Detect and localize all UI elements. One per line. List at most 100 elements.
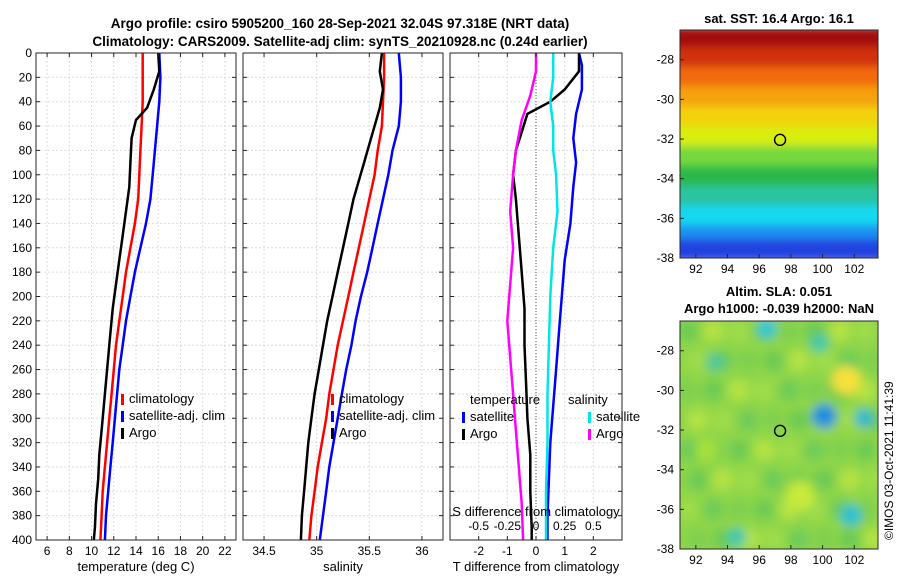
sla-patch — [854, 321, 877, 342]
y-tick-label: 320 — [12, 436, 32, 450]
y-tick-label: 60 — [19, 119, 33, 133]
y-tick-label: 340 — [12, 460, 32, 474]
sla-patch — [711, 528, 734, 549]
x-tick-label: 12 — [107, 544, 121, 558]
y-tick-label: 80 — [19, 143, 33, 157]
y-tick-label: 200 — [12, 290, 32, 304]
x-tick-label: 6 — [44, 544, 51, 558]
sla-patch — [702, 379, 725, 402]
sla-patch — [737, 349, 760, 372]
sla-patch — [854, 438, 877, 461]
sla-patch — [778, 321, 801, 342]
legend-label: climatology — [129, 391, 195, 406]
sla-patch — [737, 409, 760, 432]
map-title: sat. SST: 16.4 Argo: 16.1 — [704, 11, 854, 26]
sla-patch — [813, 349, 836, 372]
map-field — [680, 30, 878, 258]
map-title: Altim. SLA: 0.051 — [726, 284, 832, 299]
x-tick-label: 36 — [415, 544, 429, 558]
title-line1: Argo profile: csiro 5905200_160 28-Sep-2… — [111, 16, 569, 31]
x-axis-label: temperature (deg C) — [77, 559, 194, 574]
y-tick-label: -30 — [657, 92, 675, 106]
series-line-argo — [92, 52, 161, 541]
legend-label: satellite — [470, 409, 514, 424]
series-line-argo — [299, 52, 385, 541]
x-tick-label: 92 — [689, 262, 703, 276]
y-tick-label: 240 — [12, 338, 32, 352]
map-image — [680, 321, 878, 549]
map-frame — [679, 320, 879, 550]
y-tick-label: 140 — [12, 216, 32, 230]
map-image — [680, 30, 878, 258]
y-tick-label: 360 — [12, 484, 32, 498]
panel-salinity: 34.5 35 35.5 36 salinity climatology satellite… — [242, 52, 444, 574]
sla-anomaly — [695, 438, 719, 461]
legend: climatology satellite-adj. clim Argo — [121, 391, 225, 440]
map-subtitle: Argo h1000: -0.039 h2000: NaN — [684, 301, 874, 316]
y-tick-label: 280 — [12, 387, 32, 401]
legend: temperature salinity satellite Argo satellit… — [462, 392, 640, 441]
secondary-tick-label: 0 — [533, 519, 540, 533]
sla-patch — [863, 528, 878, 549]
legend-header-salinity: salinity — [568, 392, 608, 407]
sla-patch — [863, 468, 878, 491]
sla-patch — [711, 468, 734, 491]
secondary-axis-label: S difference from climatology — [452, 504, 620, 519]
secondary-tick-label: -0.5 — [468, 519, 489, 533]
legend-swatch — [331, 394, 334, 405]
panel-temperature: 6 8 10 12 14 16 18 20 22020406080100120140160180… — [12, 46, 237, 574]
x-tick-label: 35 — [310, 544, 324, 558]
x-tick-label: 102 — [844, 262, 864, 276]
sla-patch — [727, 379, 750, 402]
sla-anomaly — [757, 321, 777, 339]
legend-label: climatology — [339, 391, 405, 406]
sla-patch — [686, 349, 709, 372]
sla-patch — [680, 379, 699, 402]
legend-swatch — [121, 428, 124, 439]
legend-swatch — [588, 429, 591, 440]
y-tick-label: 100 — [12, 168, 32, 182]
x-tick-label: 100 — [813, 262, 833, 276]
sla-patch — [752, 438, 775, 461]
sla-patch — [711, 409, 734, 432]
x-tick-label: 22 — [218, 544, 232, 558]
y-tick-label: -28 — [657, 53, 675, 67]
sla-patch — [787, 409, 810, 432]
sla-anomaly — [727, 527, 747, 547]
y-tick-label: -38 — [657, 251, 675, 265]
sla-patch — [803, 379, 826, 402]
sla-anomaly — [809, 333, 829, 353]
sla-anomaly — [811, 403, 837, 429]
legend-label: Argo — [470, 426, 497, 441]
y-tick-label: 20 — [19, 70, 33, 84]
map-frame — [679, 29, 879, 259]
argo-position-marker — [773, 424, 787, 438]
x-tick-label: 16 — [152, 544, 166, 558]
legend-label: Argo — [339, 425, 366, 440]
y-tick-label: 0 — [25, 46, 32, 60]
x-tick-label: 96 — [753, 262, 767, 276]
sla-anomaly — [854, 408, 874, 428]
sla-anomaly — [786, 481, 815, 510]
x-tick-label: -1 — [502, 544, 513, 558]
x-tick-label: 98 — [784, 262, 798, 276]
sla-patch — [762, 468, 785, 491]
sla-patch — [680, 321, 699, 342]
y-tick-label: -30 — [657, 383, 675, 397]
y-tick-label: 400 — [12, 533, 32, 547]
x-tick-label: 96 — [753, 553, 767, 567]
x-tick-label: 34.5 — [252, 544, 276, 558]
y-tick-label: 220 — [12, 314, 32, 328]
x-tick-label: 98 — [784, 553, 798, 567]
sla-anomaly — [705, 353, 725, 373]
sla-patch — [778, 438, 801, 461]
series-line-satellite-adj--clim — [318, 52, 403, 541]
sst-band — [680, 239, 878, 258]
panel-sst_map: 92 94 96 98 100 102 -28 -30 -32 -34 -36 -38 sat. SST… — [657, 11, 879, 276]
sla-patch — [686, 409, 709, 432]
legend-swatch — [121, 411, 124, 422]
title-line2: Climatology: CARS2009. Satellite-adj cli… — [92, 34, 587, 49]
x-tick-label: 14 — [129, 544, 143, 558]
x-tick-label: 92 — [689, 553, 703, 567]
